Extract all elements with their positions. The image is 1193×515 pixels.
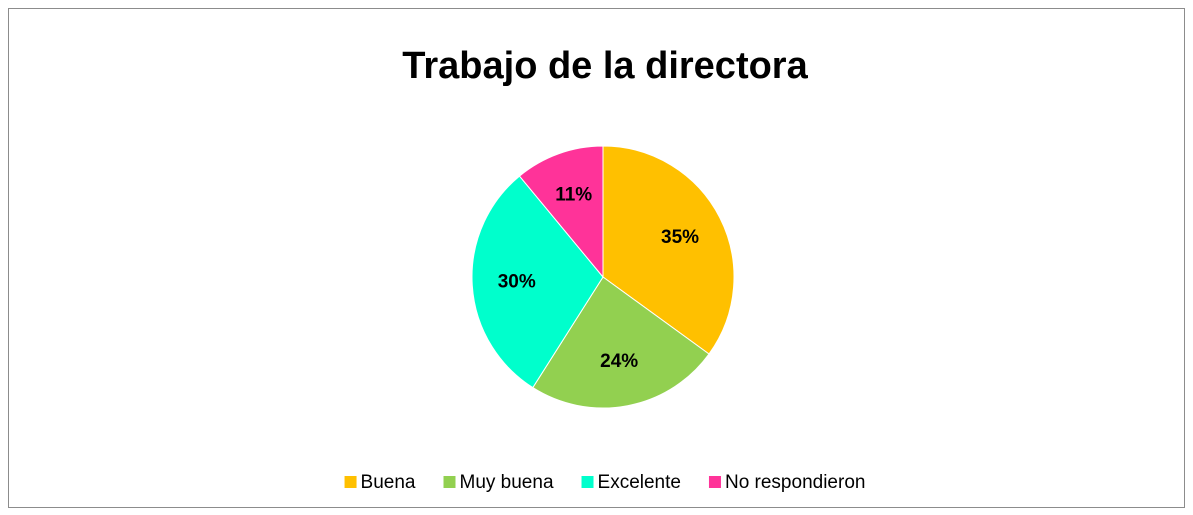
pie-slice xyxy=(471,175,604,389)
data-label: 30% xyxy=(498,271,536,292)
pie-slice xyxy=(532,276,710,409)
chart-title: Trabajo de la directora xyxy=(402,45,808,87)
data-label: 24% xyxy=(600,351,638,372)
data-label: 35% xyxy=(661,227,699,248)
legend-label: Muy buena xyxy=(460,472,554,493)
data-label: 11% xyxy=(555,185,592,206)
legend-swatch xyxy=(344,476,357,488)
legend-label: No respondieron xyxy=(725,472,865,493)
legend-label: Buena xyxy=(361,472,416,493)
pie-slice xyxy=(602,145,735,355)
legend-label: Excelente xyxy=(598,472,681,493)
legend-swatch xyxy=(443,476,456,488)
legend-swatch xyxy=(581,476,594,488)
legend-swatch xyxy=(708,476,721,488)
pie-slice xyxy=(518,145,604,279)
